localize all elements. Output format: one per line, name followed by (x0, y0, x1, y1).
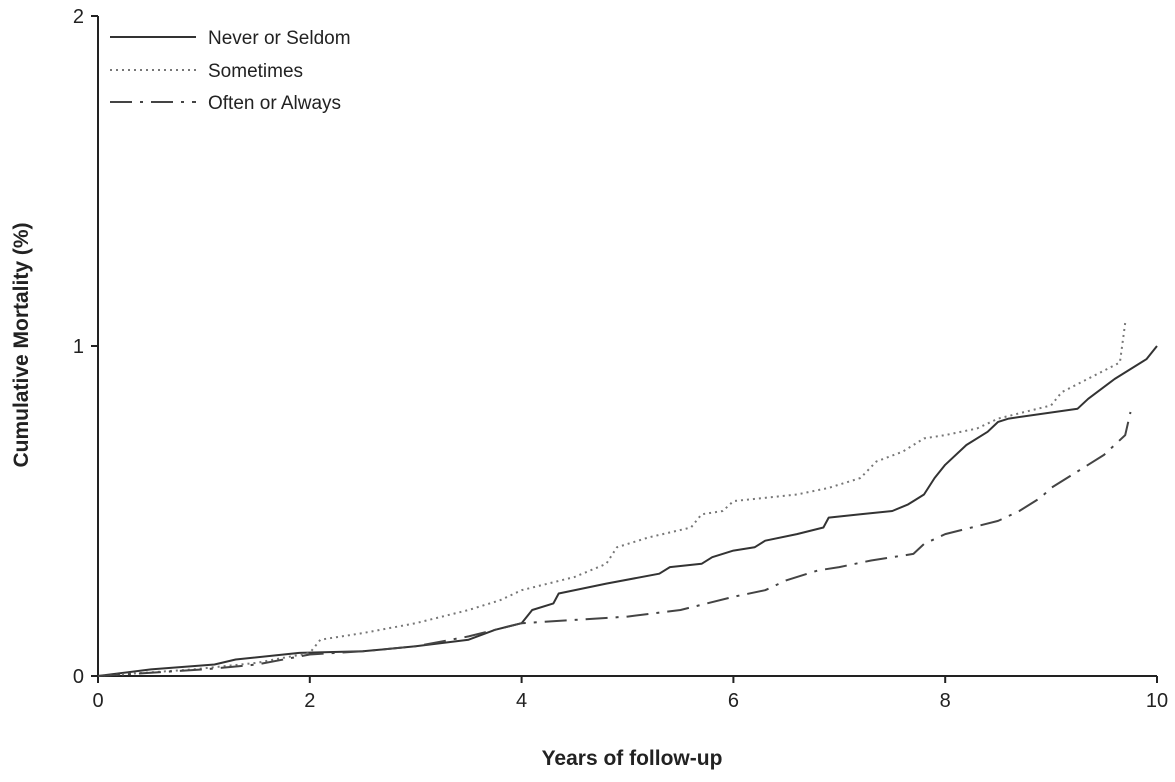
legend-label-never-or-seldom: Never or Seldom (208, 28, 351, 49)
x-axis-title: Years of follow-up (542, 747, 723, 770)
x-tick-label: 10 (1146, 690, 1168, 712)
axes (97, 16, 1157, 677)
x-tick-label: 2 (304, 690, 315, 712)
series-layer (97, 322, 1158, 677)
y-axis-title: Cumulative Mortality (%) (10, 222, 33, 467)
x-tick-label: 6 (728, 690, 739, 712)
series-line-often-or-always (97, 411, 1132, 677)
y-tick-label: 1 (73, 336, 84, 358)
x-tick-label: 4 (516, 690, 527, 712)
series-line-sometimes (97, 322, 1127, 677)
series-line-never-or-seldom (97, 345, 1158, 677)
legend-label-often-or-always: Often or Always (208, 93, 341, 114)
x-tick-label: 8 (940, 690, 951, 712)
y-tick-label: 2 (73, 6, 84, 28)
legend: Never or Seldom Sometimes Often or Alway… (110, 28, 351, 114)
legend-label-sometimes: Sometimes (208, 61, 303, 82)
y-tick-label: 0 (73, 666, 84, 688)
x-tick-label: 0 (92, 690, 103, 712)
tick-marks: 0 2 4 6 8 10 0 1 2 (73, 6, 1168, 712)
